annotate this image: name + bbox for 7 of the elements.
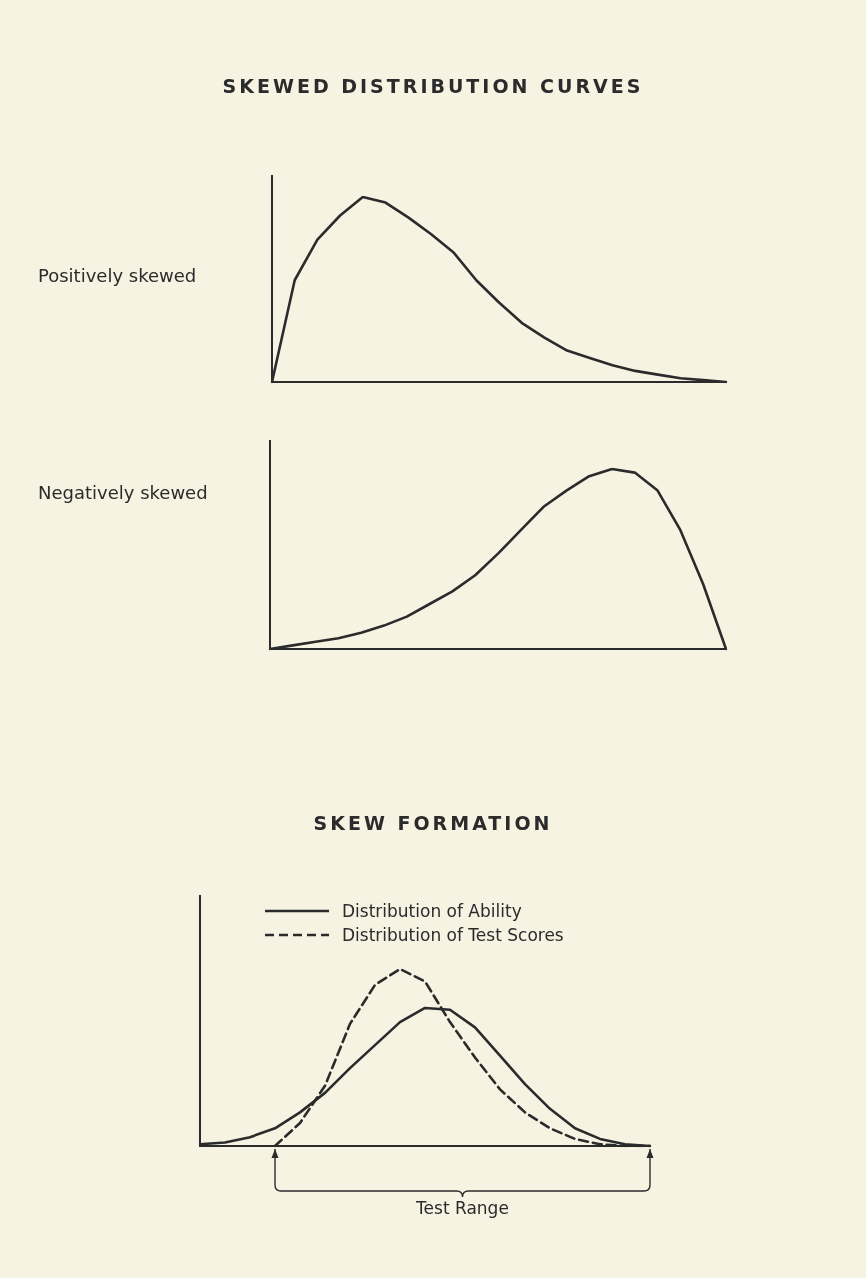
text: Test Range xyxy=(415,1198,510,1218)
y-axis-title: Negatively skewed xyxy=(38,482,208,503)
chart-title: SKEWED DISTRIBUTION CURVES xyxy=(221,75,645,97)
y-axis-title: Positively skewed xyxy=(38,265,197,286)
chart-title: SKEW FORMATION xyxy=(312,812,554,834)
legend-label: Distribution of Test Scores xyxy=(342,924,564,947)
legend-label: Distribution of Ability xyxy=(342,900,522,923)
